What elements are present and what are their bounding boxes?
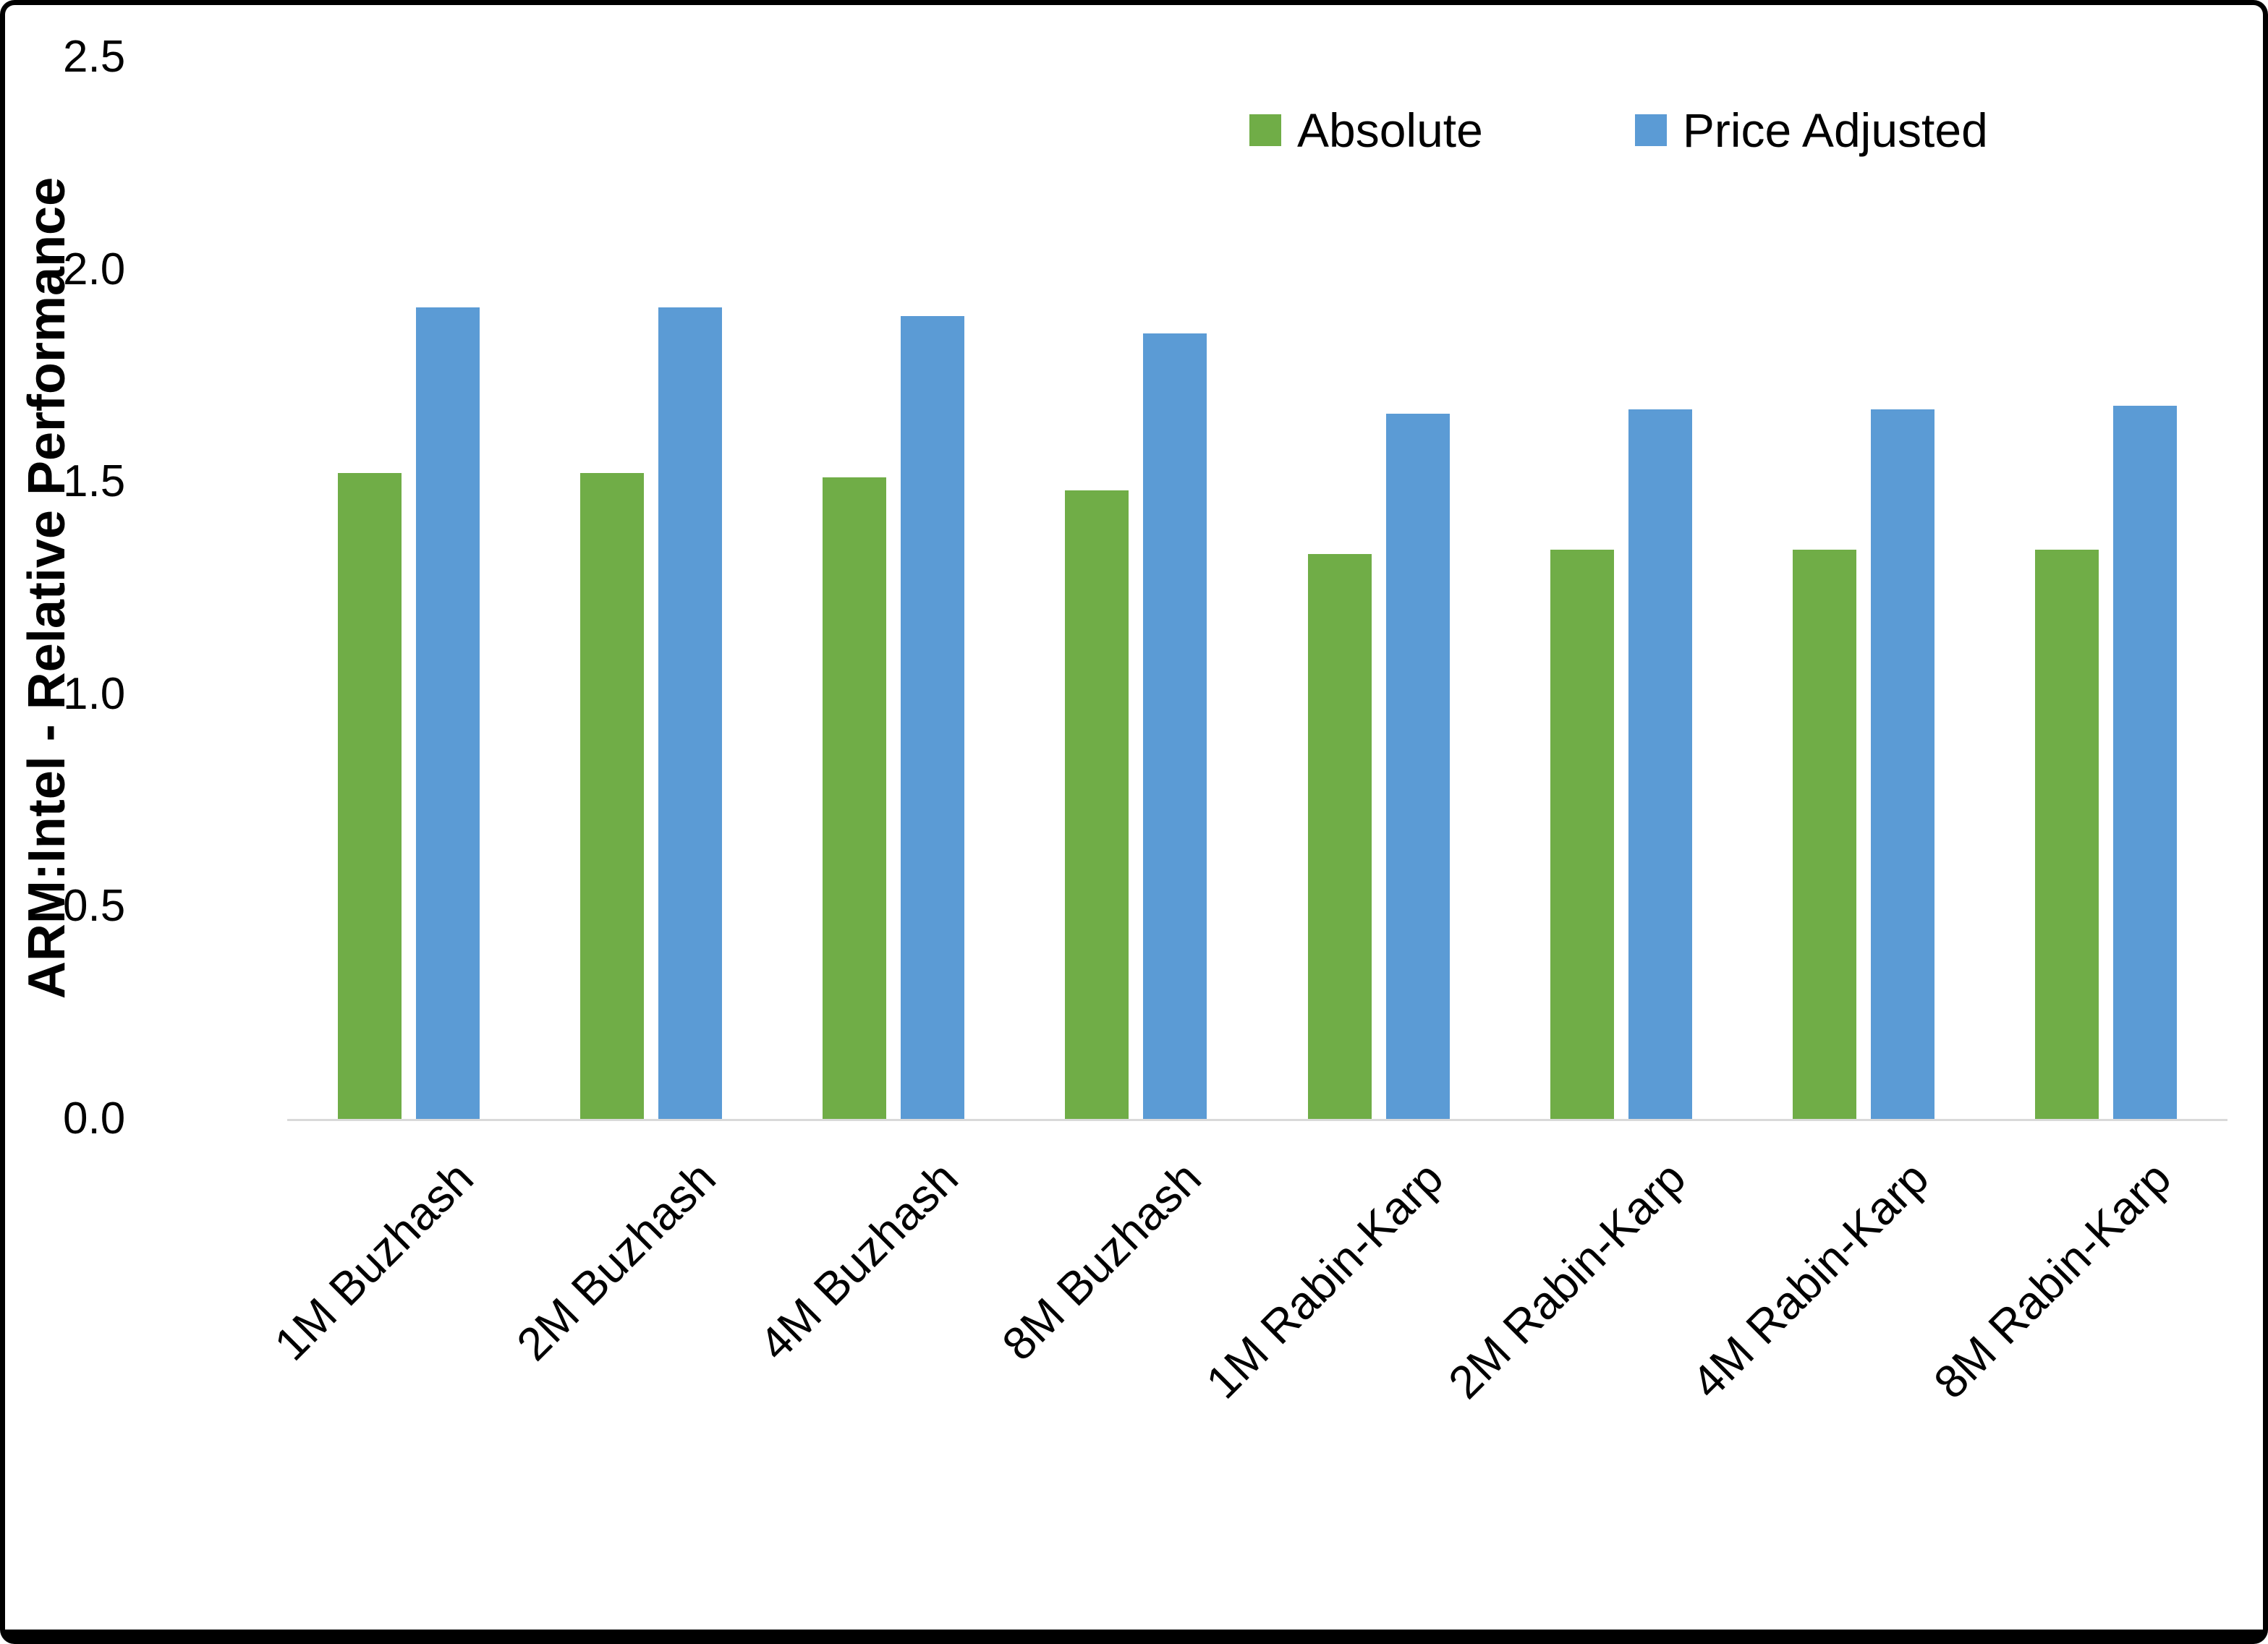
bar-absolute-1m-rabin-karp bbox=[1307, 554, 1372, 1119]
y-axis-title: ARM:Intel - Relative Performance bbox=[18, 176, 76, 1000]
y-tick-label: 1.0 bbox=[63, 668, 126, 719]
bar-absolute-2m-buzhash bbox=[579, 473, 644, 1119]
legend-item-price-adjusted: Price Adjusted bbox=[1634, 103, 1988, 157]
x-axis-label: 1M Rabin-Karp bbox=[1196, 1151, 1453, 1409]
legend-label: Absolute bbox=[1297, 103, 1483, 157]
legend-item-absolute: Absolute bbox=[1249, 106, 1483, 154]
x-axis-label: 4M Rabin-Karp bbox=[1681, 1151, 1939, 1409]
bar-price-adjusted-1m-rabin-karp bbox=[1385, 414, 1450, 1119]
bar-price-adjusted-4m-rabin-karp bbox=[1871, 409, 1935, 1119]
x-axis-line bbox=[287, 1119, 2227, 1121]
bar-price-adjusted-8m-buzhash bbox=[1143, 333, 1207, 1119]
y-tick-label: 0.0 bbox=[63, 1094, 126, 1143]
y-tick-label: 2.5 bbox=[63, 32, 126, 82]
bar-absolute-4m-rabin-karp bbox=[1793, 550, 1857, 1119]
x-axis-label: 1M Buzhash bbox=[264, 1151, 483, 1371]
bar-absolute-1m-buzhash bbox=[337, 473, 402, 1119]
legend-swatch-absolute bbox=[1249, 114, 1281, 146]
bar-absolute-8m-buzhash bbox=[1065, 490, 1129, 1119]
bar-absolute-2m-rabin-karp bbox=[1550, 550, 1614, 1119]
x-axis-label: 2M Rabin-Karp bbox=[1438, 1151, 1696, 1409]
y-tick-label: 0.5 bbox=[63, 881, 126, 932]
bar-price-adjusted-4m-buzhash bbox=[901, 316, 965, 1119]
x-axis-label: 4M Buzhash bbox=[749, 1151, 969, 1371]
bar-price-adjusted-8m-rabin-karp bbox=[2113, 405, 2178, 1119]
legend: Absolute Price Adjusted bbox=[1249, 106, 1988, 154]
y-tick-label: 2.0 bbox=[63, 244, 126, 294]
y-tick-label: 1.5 bbox=[63, 456, 126, 507]
legend-swatch-price-adjusted bbox=[1634, 114, 1667, 146]
x-axis-label: 2M Buzhash bbox=[506, 1151, 726, 1371]
legend-label: Price Adjusted bbox=[1682, 103, 1988, 157]
bar-price-adjusted-1m-buzhash bbox=[415, 307, 480, 1119]
bar-absolute-8m-rabin-karp bbox=[2035, 550, 2099, 1119]
bar-price-adjusted-2m-rabin-karp bbox=[1628, 409, 1692, 1119]
x-axis-label: 8M Rabin-Karp bbox=[1924, 1151, 2181, 1409]
bar-price-adjusted-2m-buzhash bbox=[658, 307, 722, 1119]
x-axis-label: 8M Buzhash bbox=[991, 1151, 1211, 1371]
bar-absolute-4m-buzhash bbox=[823, 477, 887, 1119]
